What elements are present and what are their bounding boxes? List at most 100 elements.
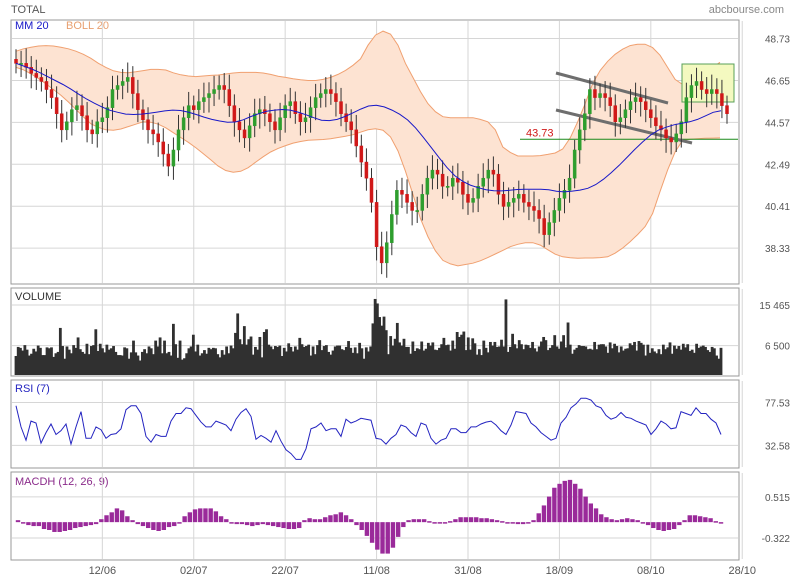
macd-histogram-bar	[697, 516, 703, 523]
candle-down	[638, 97, 643, 102]
volume-bar	[546, 350, 550, 375]
macd-histogram-bar	[692, 515, 698, 523]
candle-down	[369, 177, 374, 203]
candle-up	[202, 97, 206, 102]
volume-bar	[639, 342, 643, 375]
volume-bar	[207, 347, 211, 375]
macd-histogram-bar	[161, 522, 167, 531]
macd-histogram-bar	[244, 522, 250, 526]
candle-up	[278, 117, 282, 131]
volume-bar	[191, 334, 195, 375]
candle-up	[572, 149, 577, 179]
macd-histogram-bar	[500, 521, 505, 523]
candle-down	[146, 119, 150, 131]
volume-bar	[389, 336, 393, 375]
volume-bar	[276, 346, 280, 375]
volume-bar	[311, 346, 315, 375]
macd-histogram-bar	[614, 520, 620, 523]
volume-bar	[103, 352, 107, 375]
volume-bar	[695, 343, 699, 375]
candle-down	[704, 89, 709, 94]
volume-bar	[63, 358, 67, 375]
volume-bar	[273, 346, 277, 375]
volume-bar	[701, 345, 705, 375]
volume-bar	[650, 348, 654, 375]
candle-down	[156, 133, 160, 143]
candle-down	[537, 210, 541, 219]
volume-bar	[577, 345, 581, 375]
candle-up	[171, 149, 176, 167]
volume-bar	[149, 348, 153, 375]
candle-up	[506, 202, 511, 207]
candle-down	[542, 218, 546, 235]
volume-bar	[154, 340, 158, 375]
x-date-label: 28/10	[728, 565, 756, 577]
volume-bar	[442, 337, 446, 375]
x-date-label: 08/10	[637, 565, 665, 577]
macd-histogram-bar	[41, 522, 47, 530]
volume-bar	[214, 348, 217, 375]
macd-histogram-bar	[609, 519, 614, 523]
volume-bar	[402, 338, 406, 375]
candle-up	[689, 85, 694, 98]
volume-bar	[489, 341, 492, 375]
macd-histogram-bar	[531, 520, 536, 523]
candle-up	[471, 198, 475, 203]
volume-bar	[196, 344, 200, 375]
volume-bar	[36, 345, 40, 375]
volume-bar	[469, 349, 472, 375]
candle-down	[461, 181, 465, 195]
volume-bar	[562, 335, 565, 375]
macd-histogram-bar	[682, 520, 687, 523]
candle-down	[85, 115, 89, 131]
candle-down	[49, 89, 54, 98]
macd-histogram-bar	[713, 521, 718, 523]
macd-histogram-bar	[677, 522, 682, 526]
volume-bar	[269, 346, 273, 375]
macd-histogram-bar	[78, 522, 83, 528]
macd-title: MACDH (12, 26, 9)	[15, 476, 109, 488]
volume-bar	[198, 355, 202, 375]
macd-histogram-bar	[317, 519, 323, 523]
macd-histogram-bar	[31, 522, 36, 527]
volume-bar	[16, 346, 20, 375]
volume-bar	[216, 354, 220, 375]
volume-bar	[289, 346, 293, 375]
volume-bar	[559, 341, 563, 375]
volume-bar	[242, 326, 246, 375]
x-date-label: 18/09	[546, 565, 574, 577]
macd-histogram-bar	[661, 522, 666, 531]
candle-up	[481, 177, 485, 187]
volume-bar	[500, 339, 503, 375]
macd-histogram-bar	[479, 518, 484, 523]
candle-down	[242, 129, 247, 139]
volume-bar	[185, 353, 189, 375]
volume-bar	[158, 337, 162, 375]
candle-up	[313, 97, 318, 108]
candle-up	[125, 77, 130, 82]
volume-bar	[114, 351, 118, 375]
volume-bar	[540, 341, 543, 375]
candle-up	[70, 109, 74, 123]
candle-up	[415, 210, 419, 212]
candle-up	[75, 105, 79, 110]
candle-down	[532, 206, 536, 211]
macd-histogram-bar	[349, 519, 354, 523]
volume-bar	[407, 346, 410, 375]
macd-histogram-bar	[83, 522, 88, 527]
volume-bar	[648, 352, 652, 375]
volume-bar	[624, 348, 628, 375]
volume-bar	[160, 353, 164, 375]
candle-up	[628, 101, 633, 110]
volume-bar	[327, 351, 330, 375]
volume-bar	[258, 336, 262, 375]
price-y-tick-label: 48.73	[765, 35, 790, 46]
volume-bar	[548, 347, 552, 375]
macd-histogram-bar	[588, 503, 594, 523]
rsi-chart	[15, 397, 722, 460]
volume-bar	[211, 347, 215, 375]
candle-up	[420, 194, 425, 211]
volume-bar	[174, 344, 178, 375]
volume-bar	[116, 355, 120, 375]
candle-down	[161, 141, 166, 155]
